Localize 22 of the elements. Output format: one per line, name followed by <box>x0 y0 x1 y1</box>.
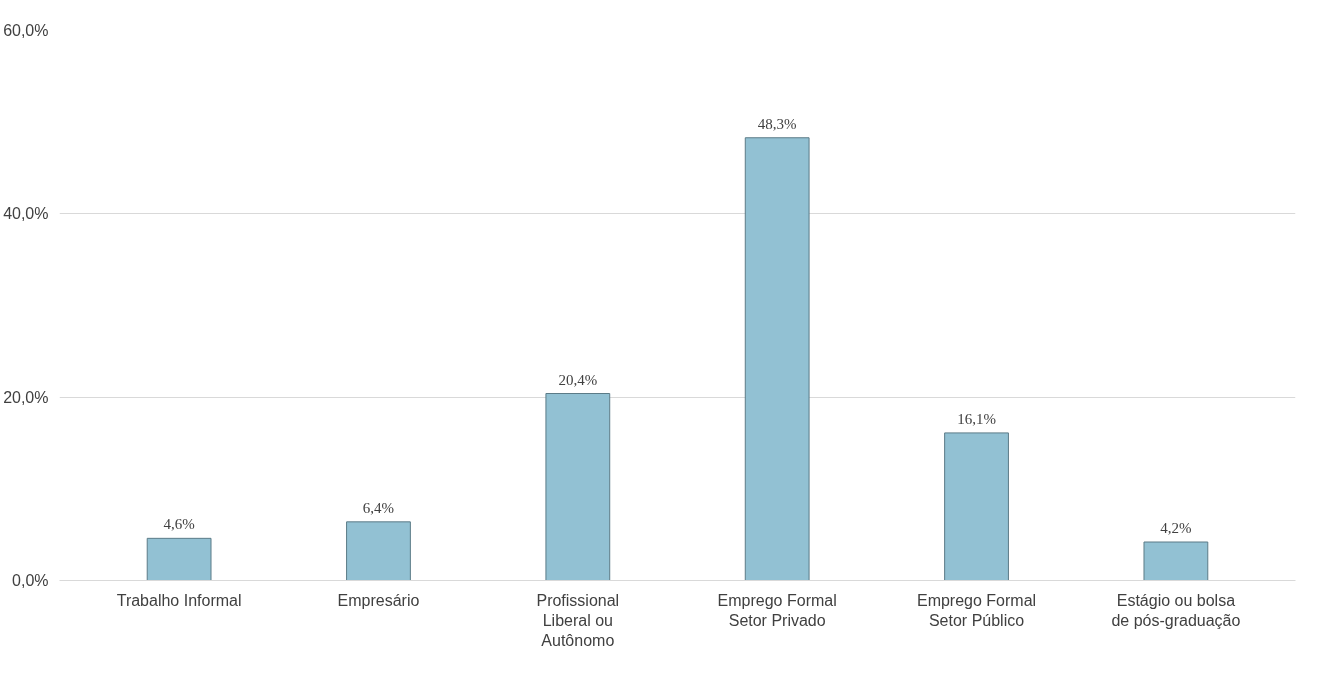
y-tick-label: 60,0% <box>3 22 49 39</box>
x-tick-label: Trabalho Informal <box>116 591 242 609</box>
bar <box>146 537 212 581</box>
x-tick-label: Emprego Formal Setor Privado <box>717 591 837 629</box>
data-label: 4,2% <box>1160 520 1192 536</box>
y-tick-label: 40,0% <box>3 205 49 223</box>
bar <box>944 432 1009 581</box>
data-label: 20,4% <box>558 371 598 388</box>
data-label: 48,3% <box>757 115 797 132</box>
data-label: 6,4% <box>362 499 395 516</box>
y-tick-label: 20,0% <box>3 388 49 406</box>
bar <box>545 393 611 581</box>
x-tick-label: Empresário <box>337 591 420 609</box>
bar <box>1143 541 1209 581</box>
data-label: 4,6% <box>163 516 195 533</box>
data-label: 16,1% <box>957 410 996 427</box>
x-tick-label: Estágio ou bolsa de pós-graduação <box>1111 591 1241 629</box>
x-tick-label: Emprego Formal Setor Público <box>916 591 1037 629</box>
y-tick-label: 0,0% <box>12 572 49 589</box>
bar <box>744 137 810 581</box>
bar <box>346 521 411 581</box>
x-tick-label: Profissional Liberal ou Autônomo <box>536 591 620 650</box>
